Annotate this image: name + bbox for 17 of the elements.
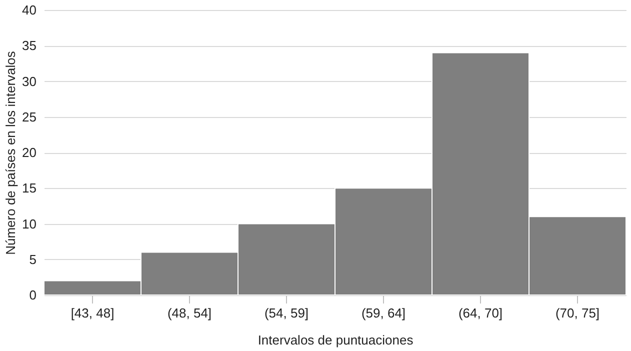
y-tick-label: 25	[22, 109, 36, 124]
x-tick-label: (54, 59]	[264, 306, 309, 320]
x-tick-label: [43, 48]	[70, 306, 114, 320]
x-tick-label: (48, 54]	[167, 306, 212, 320]
y-tick-label: 35	[22, 38, 36, 54]
x-tick-label: (59, 64]	[361, 306, 406, 320]
y-tick-label: 10	[22, 216, 36, 232]
y-tick-label: 40	[22, 2, 36, 18]
y-tick-label: 20	[22, 145, 36, 160]
y-tick-label: 15	[22, 180, 36, 196]
y-axis-title: Número de países en los intervalos	[3, 50, 18, 255]
y-tick-label: 30	[22, 74, 36, 89]
y-tick-label: 5	[29, 252, 36, 267]
x-axis-title: Intervalos de puntuaciones	[258, 332, 414, 348]
x-tick-label: (64, 70]	[458, 306, 503, 320]
x-tick-label: (70, 75]	[555, 306, 600, 320]
y-tick-label: 0	[29, 288, 36, 302]
